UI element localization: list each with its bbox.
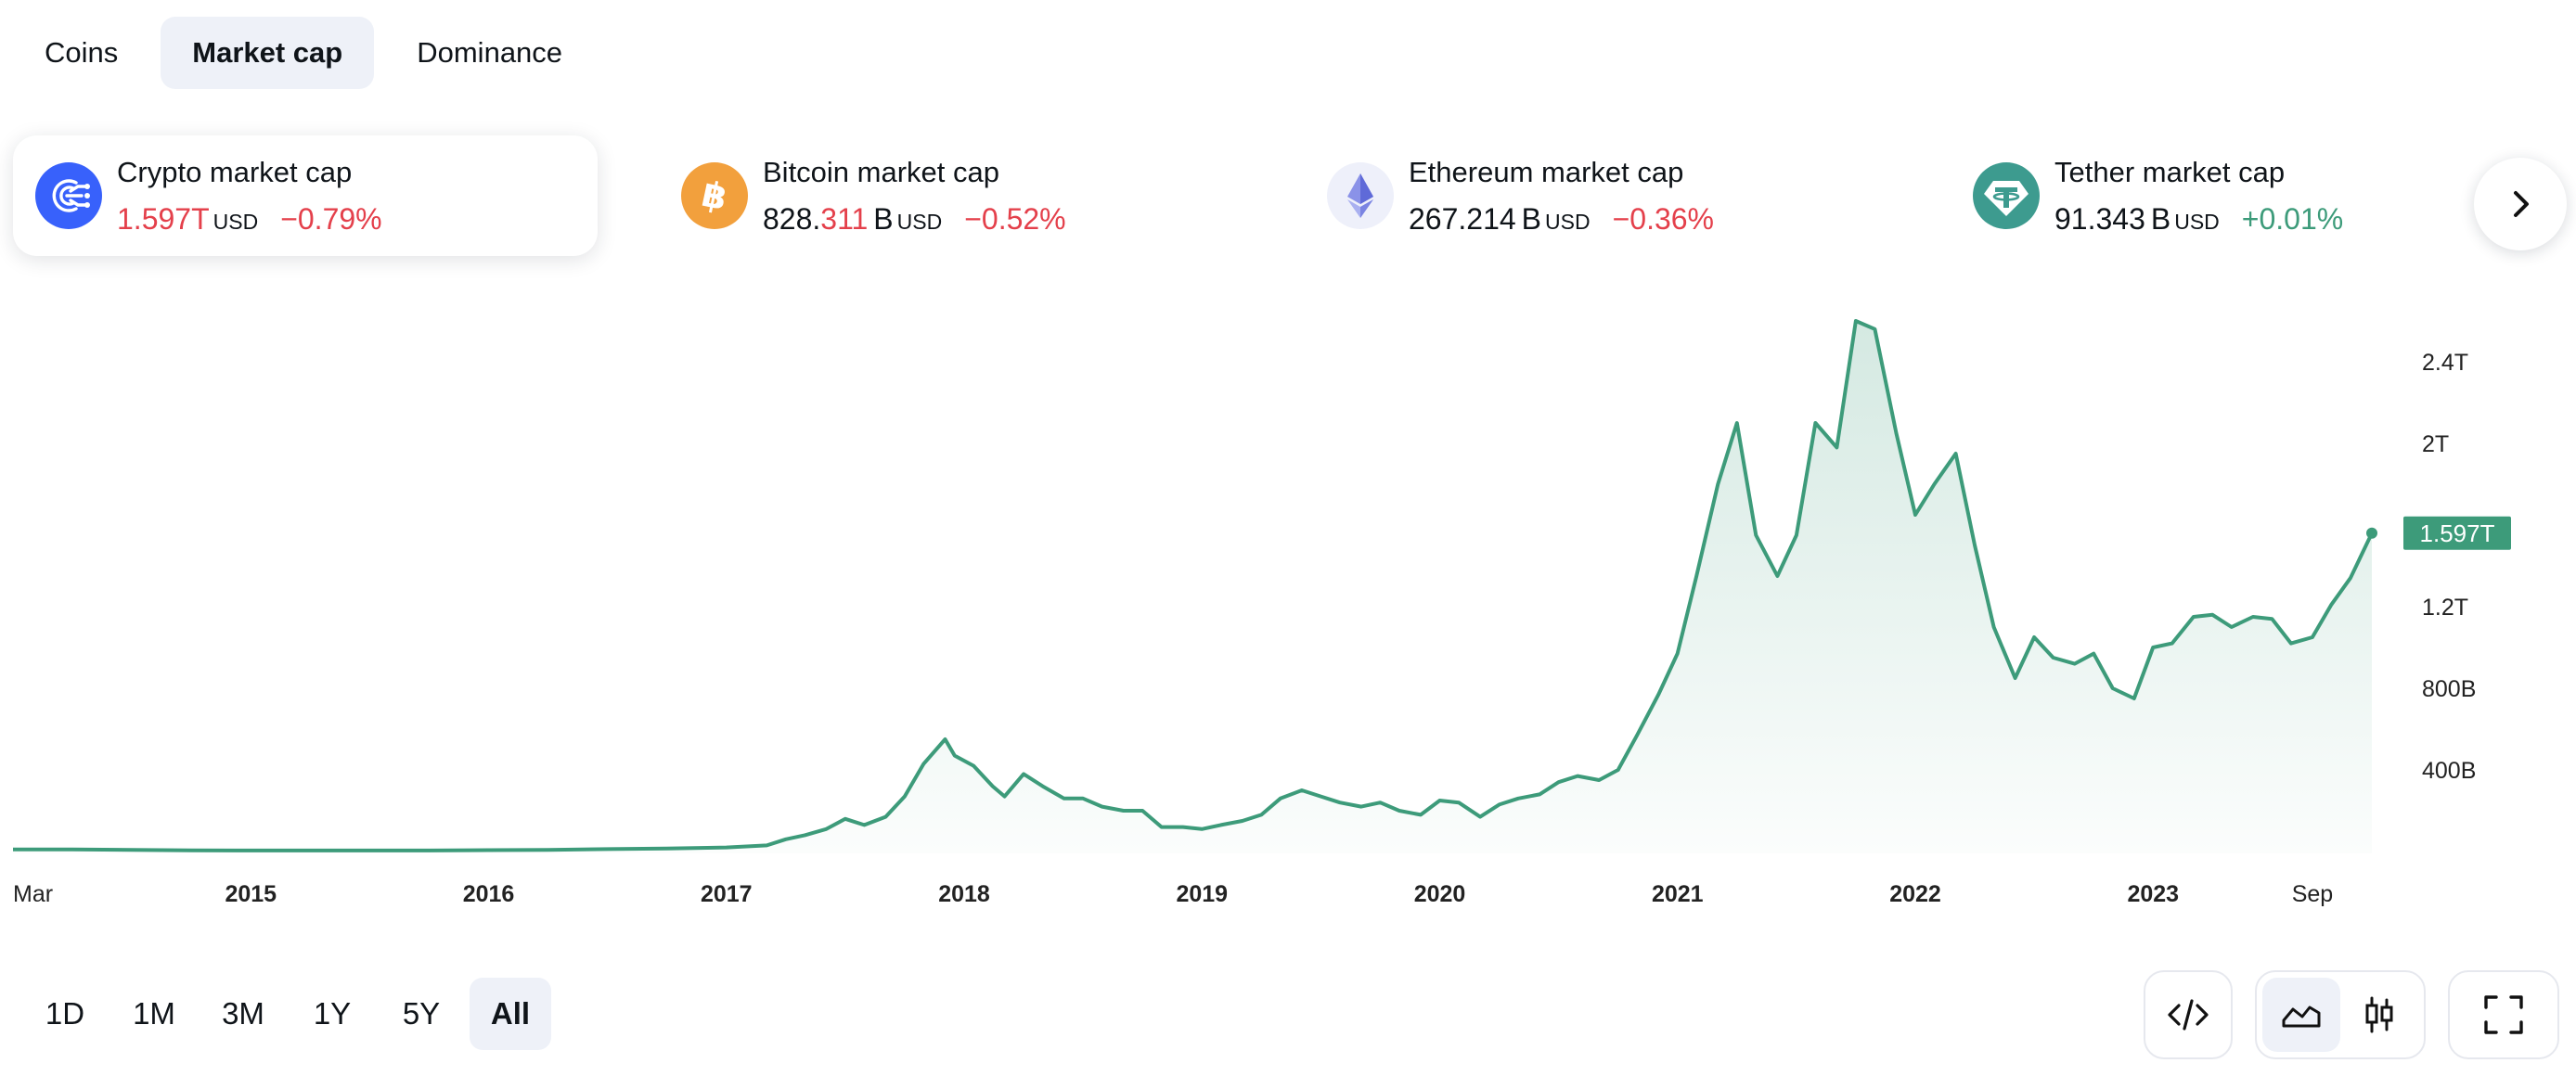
y-tick-label: 400B <box>2422 758 2476 784</box>
card-name: Tether market cap <box>2054 156 2286 188</box>
time-range-selector: 1D 1M 3M 1Y 5Y All <box>24 978 551 1050</box>
card-change: −0.52% <box>964 202 1066 236</box>
chart-series-line <box>13 319 2374 852</box>
card-change: −0.36% <box>1612 202 1714 236</box>
x-tick-label: Sep <box>2292 881 2333 907</box>
range-1y-button[interactable]: 1Y <box>313 996 352 1031</box>
card-suffix: B <box>2150 202 2171 236</box>
code-icon <box>2168 999 2209 1031</box>
tether-icon <box>1973 162 2040 229</box>
card-bitcoin-market-cap[interactable]: ฿ Bitcoin market cap 828.311 B USD −0.52% <box>659 135 1243 256</box>
market-cap-chart[interactable]: 400B 800B 1.2T 2T 2.4T Mar 2015 2016 2017 2018 20… <box>0 306 2576 928</box>
range-1d-button[interactable]: 1D <box>45 996 85 1031</box>
fullscreen-icon <box>2484 995 2523 1034</box>
card-name: Ethereum market cap <box>1409 156 1684 188</box>
embed-code-button[interactable] <box>2144 970 2233 1059</box>
x-tick-label: 2021 <box>1652 881 1704 907</box>
card-value-main: 828. <box>763 202 821 236</box>
crypto-network-icon <box>35 162 102 229</box>
chart-current-point <box>2366 527 2377 539</box>
card-unit: USD <box>1545 210 1591 234</box>
bitcoin-icon: ฿ <box>681 162 748 229</box>
next-cards-button[interactable] <box>2474 158 2567 250</box>
card-change: +0.01% <box>2241 202 2344 236</box>
card-suffix: B <box>1521 202 1542 236</box>
card-crypto-market-cap[interactable]: Crypto market cap 1.597T USD −0.79% <box>13 135 598 256</box>
card-name: Crypto market cap <box>117 156 353 188</box>
chevron-right-icon <box>2514 191 2529 217</box>
x-tick-label: 2018 <box>938 881 990 907</box>
card-value-main: 91.343 <box>2054 202 2145 236</box>
tab-market-cap[interactable]: Market cap <box>161 17 375 89</box>
tab-coins[interactable]: Coins <box>45 36 119 69</box>
current-value-label: 1.597T <box>2420 519 2495 547</box>
x-tick-label: Mar <box>13 881 53 907</box>
x-tick-label: 2023 <box>2127 881 2179 907</box>
y-tick-label: 2.4T <box>2422 350 2468 376</box>
chart-type-toggle <box>2255 970 2426 1059</box>
card-value: 828.311 B USD −0.52% <box>763 202 1066 237</box>
card-name: Bitcoin market cap <box>763 156 999 188</box>
candlestick-chart-button[interactable] <box>2340 978 2418 1052</box>
area-chart-button[interactable] <box>2262 978 2340 1052</box>
card-value-main: 1.597T <box>117 202 210 236</box>
area-chart-icon <box>2282 1006 2321 1028</box>
y-tick-label: 2T <box>2422 431 2449 457</box>
x-tick-label: 2022 <box>1889 881 1941 907</box>
range-5y-button[interactable]: 5Y <box>402 996 441 1031</box>
card-unit: USD <box>896 210 943 234</box>
y-tick-label: 1.2T <box>2422 595 2468 621</box>
card-value: 267.214 B USD −0.36% <box>1409 202 1714 237</box>
card-change: −0.79% <box>280 202 382 236</box>
card-tether-market-cap[interactable]: Tether market cap 91.343 B USD +0.01% <box>1951 135 2470 256</box>
fullscreen-button[interactable] <box>2448 970 2559 1059</box>
chart-area-fill <box>13 321 2372 853</box>
ethereum-icon <box>1327 162 1394 229</box>
x-tick-label: 2017 <box>701 881 753 907</box>
x-tick-label: 2016 <box>463 881 515 907</box>
range-all-button[interactable]: All <box>470 978 551 1050</box>
card-suffix: B <box>873 202 894 236</box>
card-unit: USD <box>213 210 259 234</box>
card-value: 1.597T USD −0.79% <box>117 202 382 237</box>
card-unit: USD <box>2174 210 2220 234</box>
top-tabs: Coins Market cap Dominance <box>13 17 594 89</box>
y-tick-label: 800B <box>2422 676 2476 702</box>
card-value-accent: 311 <box>820 202 869 236</box>
candlestick-icon <box>2365 996 2393 1033</box>
current-value-tag: 1.597T <box>2403 516 2511 550</box>
card-value-main: 267.214 <box>1409 202 1516 236</box>
tab-dominance[interactable]: Dominance <box>417 36 563 69</box>
x-tick-label: 2020 <box>1414 881 1466 907</box>
x-tick-label: 2019 <box>1176 881 1228 907</box>
card-value: 91.343 B USD +0.01% <box>2054 202 2343 237</box>
range-3m-button[interactable]: 3M <box>222 996 264 1031</box>
card-ethereum-market-cap[interactable]: Ethereum market cap 267.214 B USD −0.36% <box>1305 135 1889 256</box>
range-1m-button[interactable]: 1M <box>133 996 175 1031</box>
x-tick-label: 2015 <box>225 881 277 907</box>
svg-text:฿: ฿ <box>698 173 730 219</box>
